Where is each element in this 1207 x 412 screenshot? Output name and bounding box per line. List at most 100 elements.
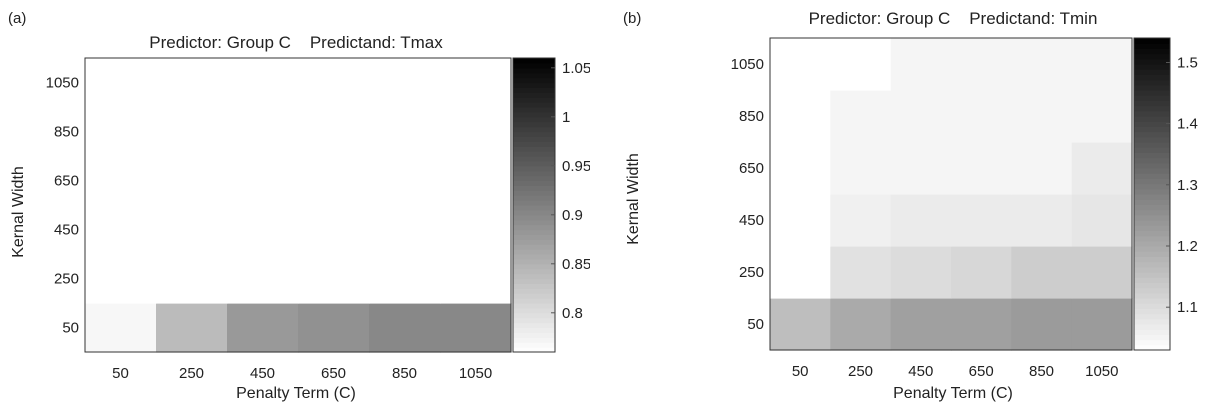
colorbar-segment: [513, 190, 555, 196]
colorbar-segment: [1134, 313, 1170, 320]
x-tick-label: 1050: [1085, 363, 1118, 380]
colorbar-segment: [513, 209, 555, 216]
colorbar-segment: [1134, 235, 1170, 242]
colorbar-segment: [1134, 214, 1170, 221]
heatmap-cell: [770, 246, 831, 299]
colorbar-segment: [1134, 178, 1170, 185]
colorbar-segment: [513, 195, 555, 201]
heatmap-cell: [156, 205, 228, 255]
heatmap-cell: [85, 254, 157, 304]
colorbar-segment: [513, 141, 555, 147]
x-tick-label: 650: [969, 363, 994, 380]
colorbar-segment: [513, 102, 555, 108]
colorbar-segment: [513, 303, 555, 309]
colorbar-tick-label: 0.95: [562, 158, 590, 175]
colorbar-segment: [1134, 282, 1170, 289]
colorbar-segment: [1134, 58, 1170, 65]
colorbar-segment: [513, 254, 555, 260]
heatmap-cell: [156, 58, 228, 108]
heatmap-cell: [1011, 194, 1073, 247]
x-tick-label: 650: [321, 365, 346, 382]
colorbar-segment: [1134, 199, 1170, 205]
colorbar-segment: [513, 58, 555, 64]
colorbar-segment: [1134, 204, 1170, 211]
colorbar-segment: [513, 82, 555, 88]
x-tick-labels: 50 250 450 650 850 1050: [112, 365, 492, 382]
heatmap-cell: [298, 156, 370, 206]
heatmap-cell: [440, 156, 512, 206]
heatmap-cell: [890, 246, 952, 299]
colorbar-segment: [1134, 69, 1170, 75]
colorbar-tick-label: 1.05: [562, 60, 590, 77]
plot-frame: [769, 37, 1133, 351]
colorbar-segment: [1134, 334, 1170, 341]
colorbar-segment: [513, 234, 555, 240]
heatmap-cell: [440, 254, 512, 304]
colorbar-segment: [513, 283, 555, 289]
colorbar-tick-label: 1.2: [1177, 238, 1198, 255]
heatmap-cell: [85, 58, 157, 108]
heatmap-panel-b: (b) Predictor: Group C Predictand: Tmin …: [615, 0, 1207, 407]
colorbar-segment: [513, 200, 555, 206]
colorbar-segment: [513, 121, 555, 128]
colorbar-segment: [513, 219, 555, 226]
colorbar-segment: [1134, 79, 1170, 86]
colorbar-segment: [513, 332, 555, 338]
x-tick-label: 50: [112, 365, 129, 382]
y-tick-label: 450: [739, 212, 764, 229]
heatmap-cell: [951, 90, 1012, 143]
colorbar-segment: [1134, 95, 1170, 101]
colorbar-segment: [1134, 303, 1170, 309]
colorbar-segment: [513, 136, 555, 142]
heatmap-cell: [890, 298, 952, 351]
y-tick-label: 850: [54, 124, 79, 141]
heatmap-cell: [1011, 298, 1073, 351]
colorbar-segment: [1134, 194, 1170, 200]
heatmap-cell: [227, 303, 299, 353]
colorbar-segment: [513, 273, 555, 280]
heatmap-cell: [298, 205, 370, 255]
heatmap-cell: [770, 38, 831, 91]
colorbar-segment: [513, 107, 555, 113]
colorbar-segment: [1134, 48, 1170, 55]
colorbar-segment: [513, 151, 555, 157]
colorbar-segment: [1134, 266, 1170, 273]
colorbar-segment: [513, 92, 555, 98]
y-tick-label: 250: [54, 271, 79, 288]
colorbar-segment: [513, 278, 555, 284]
colorbar-segment: [513, 337, 555, 343]
x-tick-label: 50: [792, 363, 809, 380]
colorbar-segment: [1134, 339, 1170, 346]
colorbar-segment: [513, 263, 555, 270]
y-tick-label: 50: [747, 316, 764, 333]
colorbar-segment: [513, 126, 555, 133]
colorbar-segment: [513, 111, 555, 118]
colorbar-segment: [1134, 246, 1170, 252]
heatmap-cell: [951, 246, 1012, 299]
colorbar-segment: [513, 317, 555, 324]
heatmap-cells: [770, 38, 1133, 351]
colorbar-segment: [1134, 230, 1170, 237]
heatmap-cell: [890, 38, 952, 91]
colorbar-segment: [1134, 225, 1170, 231]
colorbar-segment: [1134, 157, 1170, 164]
colorbar-segment: [513, 244, 555, 250]
x-tick-labels: 50 250 450 650 850 1050: [792, 363, 1119, 380]
colorbar-segment: [1134, 329, 1170, 335]
colorbar-segment: [1134, 105, 1170, 112]
colorbar-segment: [1134, 147, 1170, 153]
colorbar-segment: [1134, 209, 1170, 216]
heatmap-cell: [227, 156, 299, 206]
colorbar-segment: [1134, 136, 1170, 143]
colorbar-segment: [1134, 188, 1170, 195]
colorbar-segment: [1134, 142, 1170, 148]
heatmap-cell: [298, 107, 370, 157]
heatmap-cell: [830, 246, 892, 299]
y-tick-label: 850: [739, 108, 764, 125]
colorbar-segment: [513, 156, 555, 162]
colorbar-segment: [1134, 90, 1170, 96]
heatmap-cell: [830, 194, 892, 247]
colorbar-tick-label: 1.3: [1177, 177, 1198, 194]
colorbar-segment: [1134, 64, 1170, 70]
colorbar: 0.8 0.85 0.9 0.95 1 1.05: [512, 57, 591, 353]
